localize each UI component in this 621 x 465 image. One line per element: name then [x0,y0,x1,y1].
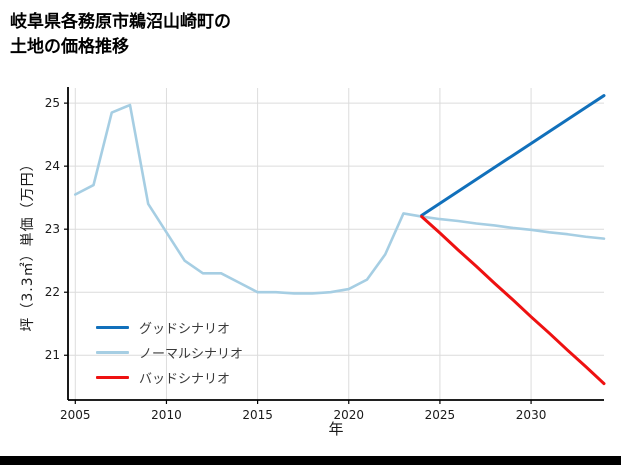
y-axis-label: 坪（3.3㎡）単価（万円） [20,156,36,332]
chart-title: 岐阜県各務原市鵜沼山崎町の 土地の価格推移 [10,10,231,59]
legend-item-normal: ノーマルシナリオ [96,340,243,365]
legend-label-bad: バッドシナリオ [139,372,231,387]
legend-item-good: グッドシナリオ [96,315,243,340]
legend-swatch-good [96,326,129,329]
legend-label-normal: ノーマルシナリオ [139,347,244,362]
y-tick-label: 22 [45,285,60,299]
series-line-normal [73,103,606,295]
legend-item-bad: バッドシナリオ [96,365,243,390]
y-tick-label: 23 [45,222,60,236]
x-tick-label: 2030 [516,408,547,422]
legend-label-good: グッドシナリオ [139,322,231,337]
x-tick-label: 2005 [60,408,91,422]
series-line-good [420,94,606,217]
legend-swatch-normal [96,351,129,354]
y-tick-label: 24 [45,159,60,173]
x-tick-label: 2025 [425,408,456,422]
chart-title-line-1: 岐阜県各務原市鵜沼山崎町の [10,12,231,32]
y-tick-label: 25 [45,96,60,110]
x-tick-label: 2020 [333,408,364,422]
bottom-bar [0,456,621,465]
series-line-bad [420,215,606,386]
x-tick-label: 2015 [242,408,273,422]
x-tick-label: 2010 [151,408,182,422]
legend: グッドシナリオ ノーマルシナリオ バッドシナリオ [96,315,243,390]
x-axis-label: 年 [328,420,344,438]
chart-title-line-2: 土地の価格推移 [10,36,129,57]
y-tick-label: 21 [45,348,60,362]
legend-swatch-bad [96,376,129,379]
